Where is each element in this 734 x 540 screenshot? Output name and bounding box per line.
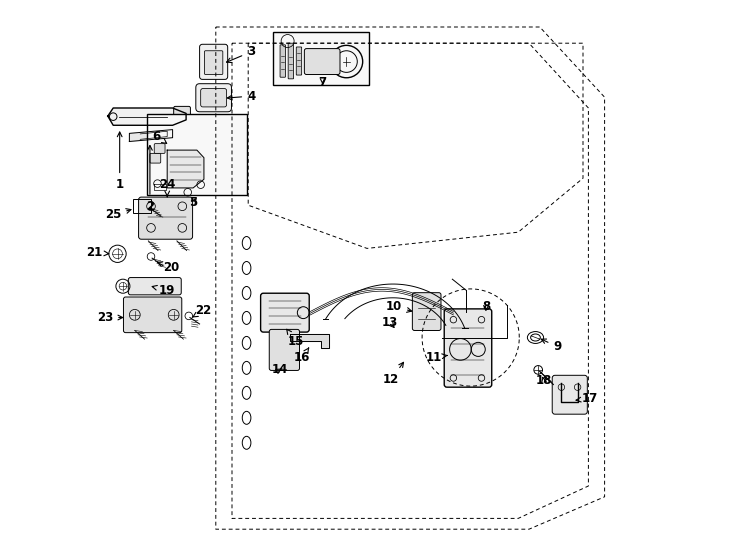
Text: 25: 25 xyxy=(105,208,131,221)
Polygon shape xyxy=(167,150,204,188)
FancyBboxPatch shape xyxy=(148,114,247,195)
Text: 15: 15 xyxy=(287,329,304,348)
Text: 12: 12 xyxy=(383,362,404,386)
Text: 21: 21 xyxy=(86,246,109,259)
Text: 20: 20 xyxy=(157,261,179,274)
FancyBboxPatch shape xyxy=(444,309,492,387)
Text: 17: 17 xyxy=(576,392,598,405)
FancyBboxPatch shape xyxy=(200,44,228,79)
Polygon shape xyxy=(291,334,330,348)
FancyBboxPatch shape xyxy=(280,45,286,77)
FancyBboxPatch shape xyxy=(174,106,190,125)
Text: 13: 13 xyxy=(382,316,399,329)
FancyBboxPatch shape xyxy=(261,293,309,332)
FancyBboxPatch shape xyxy=(297,47,302,75)
Text: 5: 5 xyxy=(189,196,197,209)
FancyBboxPatch shape xyxy=(128,278,181,295)
Text: 18: 18 xyxy=(535,374,552,387)
FancyBboxPatch shape xyxy=(272,32,368,85)
Text: 10: 10 xyxy=(386,300,412,313)
FancyBboxPatch shape xyxy=(139,197,192,239)
Polygon shape xyxy=(108,108,186,125)
Text: 8: 8 xyxy=(482,300,490,313)
FancyBboxPatch shape xyxy=(269,329,299,370)
FancyBboxPatch shape xyxy=(150,153,161,163)
Text: 2: 2 xyxy=(146,145,154,213)
FancyBboxPatch shape xyxy=(154,144,165,153)
FancyBboxPatch shape xyxy=(196,84,231,112)
Text: 22: 22 xyxy=(192,304,211,318)
Text: 24: 24 xyxy=(159,178,175,197)
FancyBboxPatch shape xyxy=(413,293,441,330)
Text: 23: 23 xyxy=(97,311,123,324)
Text: 19: 19 xyxy=(152,284,175,297)
FancyBboxPatch shape xyxy=(123,297,182,333)
FancyBboxPatch shape xyxy=(305,49,340,75)
Text: 16: 16 xyxy=(294,348,310,364)
Polygon shape xyxy=(129,130,172,141)
Text: 7: 7 xyxy=(319,76,327,89)
Text: 9: 9 xyxy=(541,339,562,353)
Text: 1: 1 xyxy=(116,132,124,191)
FancyBboxPatch shape xyxy=(205,51,223,75)
Text: 14: 14 xyxy=(272,363,288,376)
Text: 4: 4 xyxy=(228,90,255,103)
Text: 6: 6 xyxy=(153,130,167,144)
Text: 3: 3 xyxy=(227,45,255,63)
Text: 11: 11 xyxy=(425,351,447,364)
FancyBboxPatch shape xyxy=(552,375,587,414)
FancyBboxPatch shape xyxy=(288,43,294,79)
FancyBboxPatch shape xyxy=(200,89,227,107)
